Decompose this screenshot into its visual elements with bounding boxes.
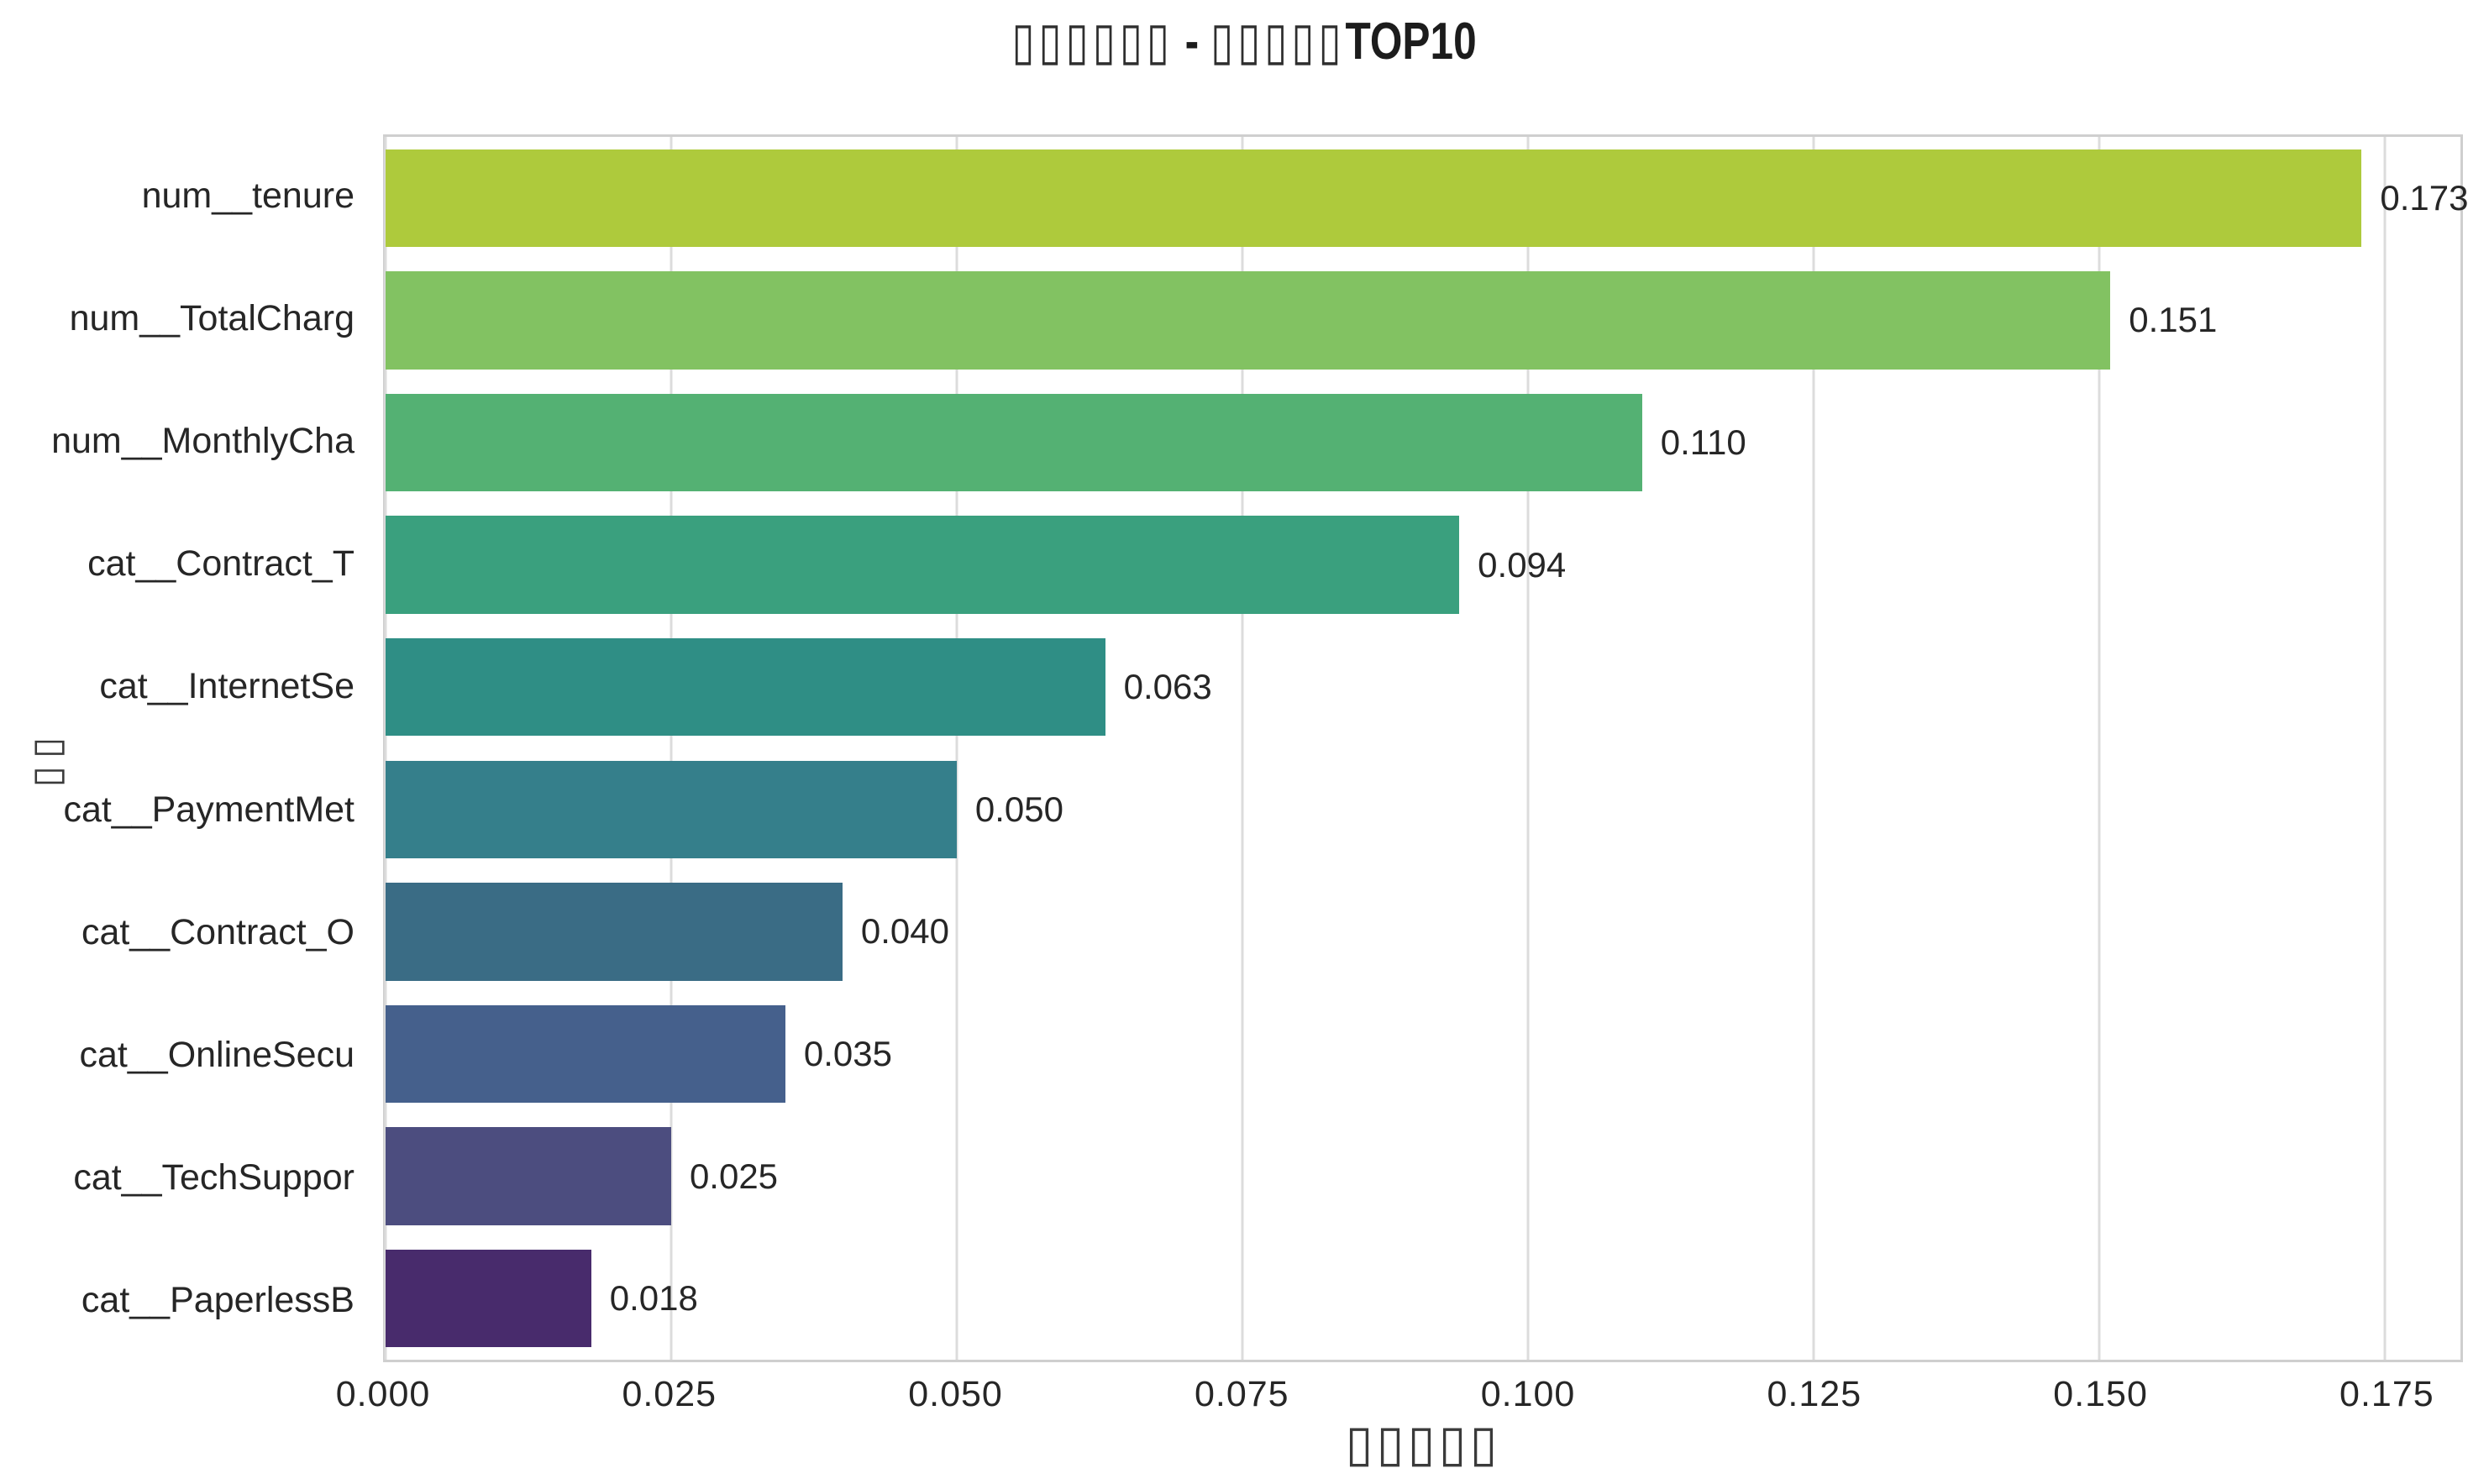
x-tick-label: 0.050 [908, 1374, 1003, 1414]
y-tick-label: cat__OnlineSecu [79, 1034, 355, 1075]
bar-row: 0.040 [386, 871, 2460, 994]
bar [386, 1127, 671, 1225]
bar [386, 637, 1105, 737]
bar [386, 760, 957, 859]
x-tick-label: 0.125 [1767, 1374, 1862, 1414]
bar-row: 0.035 [386, 993, 2460, 1115]
x-tick-label: 0.025 [622, 1374, 717, 1414]
gridline [384, 137, 387, 1360]
gridline [1812, 137, 1815, 1360]
bar-row: 0.110 [386, 381, 2460, 504]
bar-value-label: 0.173 [2380, 177, 2469, 218]
bar-value-label: 0.050 [974, 789, 1063, 829]
y-tick-label: cat__PaperlessB [81, 1280, 354, 1321]
x-axis-label: ▯▯▯▯▯ [1345, 1415, 1501, 1471]
x-tick-labels: 0.000 0.025 0.050 0.075 0.100 0.125 0.15… [336, 1374, 2463, 1424]
bar [386, 271, 2111, 370]
bar-value-label: 0.018 [609, 1278, 698, 1319]
title-suffix: TOP10 [1345, 13, 1477, 71]
bar-value-label: 0.151 [2129, 300, 2218, 340]
bar [386, 1004, 785, 1104]
bar [386, 393, 1642, 492]
gridline [2383, 137, 2387, 1360]
bar-value-label: 0.040 [860, 911, 949, 952]
y-tick-label: num__tenure [141, 175, 354, 216]
x-tick-label: 0.100 [1480, 1374, 1576, 1414]
bar [386, 149, 2362, 248]
bar-value-label: 0.035 [803, 1033, 893, 1073]
bar [386, 516, 1460, 614]
bar-row: 0.063 [386, 626, 2460, 748]
x-tick-label: 0.075 [1194, 1374, 1289, 1414]
y-tick-label: num__TotalCharg [69, 297, 354, 338]
gridline [1526, 137, 1530, 1360]
y-tick-label: cat__InternetSe [99, 666, 354, 707]
bar-value-label: 0.094 [1478, 544, 1567, 585]
title-missing-glyphs-prefix: ▯▯▯▯▯▯ [1011, 13, 1174, 71]
x-tick-label: 0.150 [2053, 1374, 2148, 1414]
bars-layer: 0.173 0.151 0.110 0.094 0.063 0.050 [386, 137, 2468, 1360]
grid-layer [384, 137, 2460, 1360]
gridline [2098, 137, 2101, 1360]
title-missing-glyphs-mid: ▯▯▯▯▯ [1210, 13, 1346, 71]
bar-row: 0.025 [386, 1115, 2460, 1238]
gridline [955, 137, 958, 1360]
bar-row: 0.094 [386, 504, 2460, 627]
bar [386, 883, 843, 981]
bar-row: 0.151 [386, 260, 2460, 382]
x-tick-label: 0.000 [335, 1374, 431, 1414]
bar-value-label: 0.063 [1123, 667, 1212, 707]
y-tick-label: num__MonthlyCha [51, 420, 354, 461]
gridline [1241, 137, 1244, 1360]
bar [386, 1249, 591, 1348]
plot-area: 0.173 0.151 0.110 0.094 0.063 0.050 [383, 134, 2468, 1362]
bar-row: 0.173 [386, 137, 2468, 260]
bar-value-label: 0.025 [689, 1156, 779, 1196]
title-dash: - [1173, 13, 1210, 71]
y-tick-label: cat__PaymentMet [63, 789, 354, 830]
chart-title: ▯▯▯▯▯▯ - ▯▯▯▯▯TOP10 [1011, 10, 1476, 71]
y-tick-label: cat__Contract_O [81, 911, 354, 952]
y-tick-label: cat__Contract_T [87, 543, 354, 585]
bar-row: 0.050 [386, 748, 2460, 871]
y-tick-label: cat__TechSuppor [73, 1157, 354, 1198]
y-tick-labels: num__tenure num__TotalCharg num__Monthly… [0, 134, 368, 1362]
bar-row: 0.018 [386, 1237, 2460, 1360]
gridline [670, 137, 673, 1360]
bar-value-label: 0.110 [1660, 422, 1746, 462]
x-tick-label: 0.175 [2339, 1374, 2434, 1414]
